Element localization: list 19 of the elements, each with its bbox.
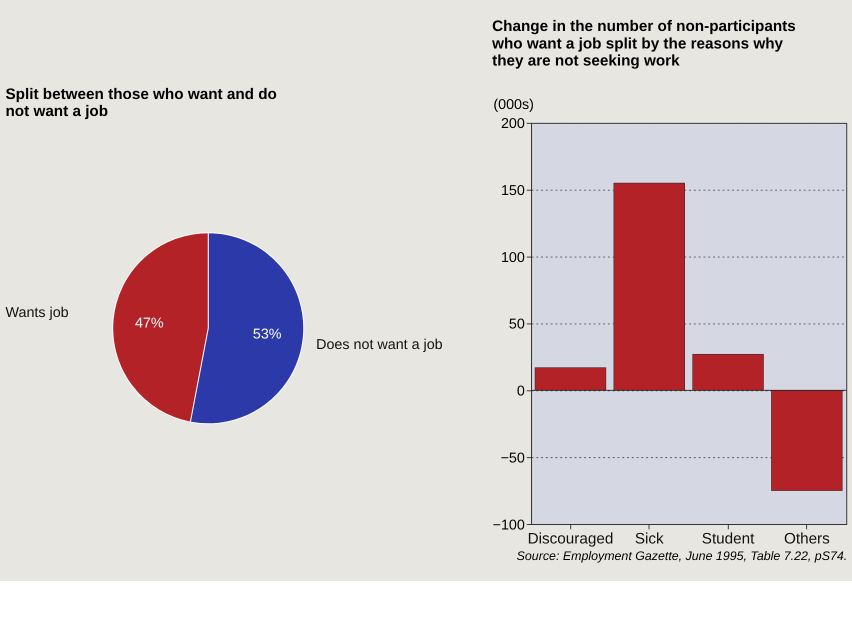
y-tick-label: 0: [516, 384, 525, 400]
x-tick-label: Sick: [634, 530, 664, 548]
x-tick-label: Student: [702, 530, 756, 548]
y-tick-label: 150: [500, 182, 525, 199]
y-tick-label: −50: [500, 450, 525, 466]
chart-title: Change in the number of non-participants who want a job split by the reasons why they are not seeking work: [491, 18, 796, 70]
y-tick-label: 50: [508, 316, 525, 333]
y-tick-label: 200: [500, 116, 525, 132]
slice-label: Wants job: [6, 304, 69, 321]
y-tick-label: −100: [492, 517, 525, 534]
data-label: 53%: [252, 326, 282, 343]
x-tick-label: Discouraged: [528, 530, 614, 548]
chart-title: Split between those who want and do not want a job: [5, 86, 277, 120]
slice-label: Does not want a job: [316, 337, 443, 354]
y-tick-label: 100: [500, 250, 525, 266]
source-note: Source: Employment Gazette, June 1995, Table 7.22, pS74.: [516, 548, 848, 563]
x-tick-label: Others: [784, 530, 830, 548]
y-axis-title: (000s): [493, 97, 534, 114]
data-label: 47%: [134, 315, 164, 332]
